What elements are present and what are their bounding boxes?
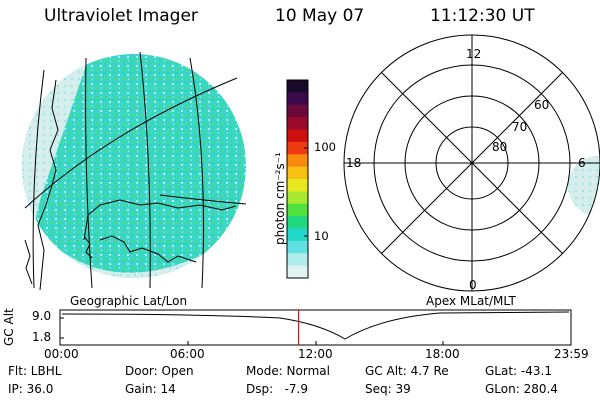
- geographic-map: [22, 51, 247, 291]
- info-mode: Mode: Normal: [246, 364, 330, 378]
- colorbar-cell: [287, 154, 308, 168]
- colorbar-tick-10: 10: [314, 229, 329, 243]
- xtick-0000: 00:00: [44, 347, 79, 361]
- colorbar-cell: [287, 203, 308, 217]
- info-ip: IP: 36.0: [8, 382, 54, 396]
- instrument-title: Ultraviolet Imager: [44, 6, 198, 26]
- colorbar-cell: [287, 265, 308, 279]
- mlat-label-70: 70: [512, 120, 528, 134]
- colorbar-cell: [287, 166, 308, 180]
- color-bar: [286, 79, 309, 279]
- xtick-1800: 18:00: [425, 347, 460, 361]
- info-glon: GLon: 280.4: [485, 382, 558, 396]
- info-gc-alt: GC Alt: 4.7 Re: [365, 364, 449, 378]
- mlt-label-6: 6: [578, 156, 586, 170]
- polar-plot: [343, 34, 600, 292]
- coastline: [24, 79, 237, 291]
- colorbar-cell: [287, 191, 308, 205]
- altitude-ytick-high: 9.0: [32, 309, 52, 323]
- colorbar-cell: [287, 228, 308, 242]
- altitude-ytick-low: 1.8: [32, 330, 52, 344]
- lat-lon-grid: [24, 51, 247, 289]
- altitude-ylabel: GC Alt: [2, 308, 16, 346]
- mlt-label-0: 0: [469, 278, 477, 292]
- geographic-caption: Geographic Lat/Lon: [70, 294, 188, 308]
- colorbar-cell: [287, 141, 308, 155]
- info-filter: Flt: LBHL: [8, 364, 62, 378]
- colorbar-cell: [287, 104, 308, 118]
- colorbar-cell: [287, 92, 308, 106]
- colorbar-cell: [287, 80, 308, 93]
- colorbar-cell: [287, 179, 308, 192]
- mlat-label-60: 60: [534, 98, 550, 112]
- colorbar-cell: [287, 240, 308, 254]
- info-glat: GLat: -43.1: [485, 364, 552, 378]
- colorbar-unit-label: photon cm⁻²s⁻¹: [273, 152, 287, 245]
- info-door: Door: Open: [125, 364, 194, 378]
- info-seq: Seq: 39: [365, 382, 411, 396]
- date-label: 10 May 07: [275, 6, 365, 26]
- info-gain: Gain: 14: [125, 382, 176, 396]
- mlat-label-80: 80: [492, 140, 508, 154]
- apex-caption: Apex MLat/MLT: [426, 294, 516, 308]
- colorbar-cell: [287, 117, 308, 131]
- time-label: 11:12:30 UT: [430, 6, 535, 26]
- info-dsp: Dsp: -7.9: [246, 382, 309, 396]
- altitude-plot: [59, 309, 572, 346]
- altitude-curve: [61, 311, 570, 340]
- xtick-1200: 12:00: [298, 347, 333, 361]
- colorbar-cell: [287, 253, 308, 267]
- mlt-label-18: 18: [346, 156, 362, 170]
- colorbar-cell: [287, 216, 308, 230]
- xtick-0600: 06:00: [170, 347, 205, 361]
- colorbar-tick-100: 100: [314, 140, 336, 154]
- mlt-label-12: 12: [466, 47, 482, 61]
- colorbar-cell: [287, 129, 308, 143]
- xtick-2359: 23:59: [554, 347, 589, 361]
